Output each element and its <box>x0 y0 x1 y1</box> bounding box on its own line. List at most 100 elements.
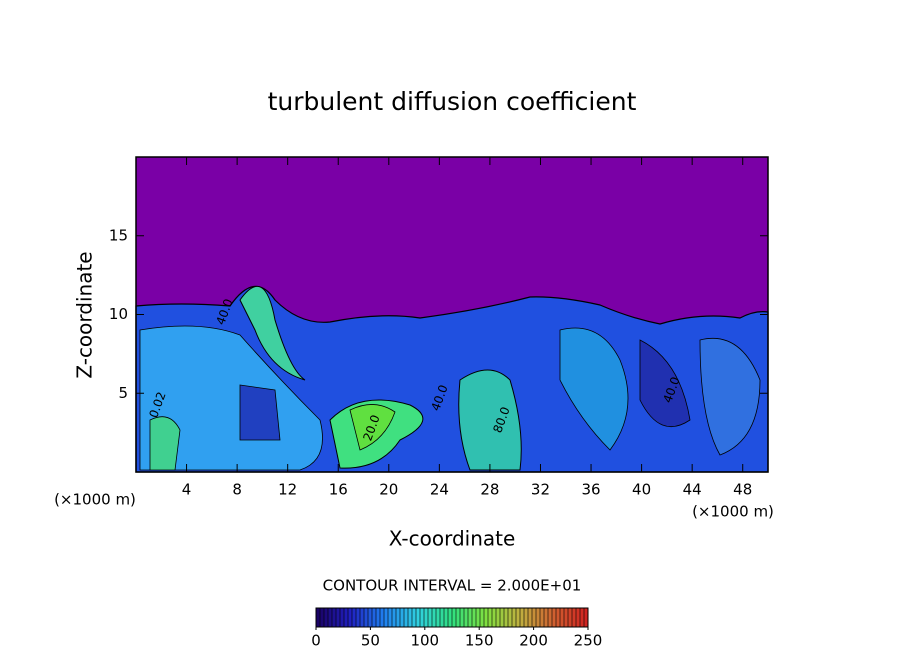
colorbar-cell <box>332 608 337 627</box>
x-tick-label: 40 <box>632 481 651 499</box>
chart-title: turbulent diffusion coefficient <box>268 87 637 116</box>
x-tick-label: 4 <box>182 481 192 499</box>
colorbar-frame <box>315 607 589 628</box>
colorbar-cell <box>504 608 509 627</box>
x-tick-label: 28 <box>480 481 499 499</box>
colorbar-cell <box>448 608 453 627</box>
colorbar-cell <box>400 608 405 627</box>
colorbar-cell <box>500 608 505 627</box>
colorbar-cell <box>460 608 465 627</box>
contour-interval: CONTOUR INTERVAL = 2.000E+01 <box>323 577 582 595</box>
colorbar-cell <box>428 608 433 627</box>
x-unit-label: (×1000 m) <box>692 503 774 521</box>
x-tick-label: 24 <box>430 481 449 499</box>
colorbar-tick-label: 0 <box>311 632 321 650</box>
x-tick-label: 12 <box>278 481 297 499</box>
field-region <box>149 416 181 471</box>
colorbar-cell <box>316 608 321 627</box>
colorbar-cell <box>536 608 541 627</box>
colorbar-cell <box>496 608 501 627</box>
colorbar-cell <box>440 608 445 627</box>
colorbar-cell <box>516 608 521 627</box>
colorbar-cell <box>576 608 581 627</box>
colorbar-cell <box>336 608 341 627</box>
field-region <box>239 286 306 381</box>
x-tick-label: 48 <box>733 481 752 499</box>
colorbar-cell <box>380 608 385 627</box>
field-region <box>699 338 761 456</box>
colorbar-cell <box>404 608 409 627</box>
colorbar-cell <box>436 608 441 627</box>
colorbar-cell <box>420 608 425 627</box>
colorbar-cell <box>472 608 477 627</box>
colorbar-cell <box>552 608 557 627</box>
colorbar-cell <box>452 608 457 627</box>
x-tick-label: 44 <box>683 481 702 499</box>
colorbar-cell <box>456 608 461 627</box>
colorbar-cell <box>328 608 333 627</box>
colorbar-cell <box>584 608 589 627</box>
colorbar-cell <box>416 608 421 627</box>
colorbar-cell <box>372 608 377 627</box>
colorbar-cell <box>568 608 573 627</box>
colorbar-cell <box>444 608 449 627</box>
colorbar-tick-label: 100 <box>410 632 439 650</box>
colorbar-cell <box>476 608 481 627</box>
colorbar-cell <box>480 608 485 627</box>
colorbar-cell <box>352 608 357 627</box>
x-tick-label: 16 <box>329 481 348 499</box>
x-tick-label: 20 <box>379 481 398 499</box>
colorbar-cell <box>408 608 413 627</box>
colorbar-cell <box>364 608 369 627</box>
colorbar-cell <box>340 608 345 627</box>
colorbar-cell <box>548 608 553 627</box>
colorbar-cell <box>560 608 565 627</box>
field-region <box>349 404 396 451</box>
colorbar-cell <box>532 608 537 627</box>
field-region <box>559 327 629 451</box>
colorbar-cell <box>356 608 361 627</box>
colorbar-cell <box>556 608 561 627</box>
colorbar-cell <box>484 608 489 627</box>
field-region <box>458 369 522 471</box>
colorbar-cell <box>368 608 373 627</box>
colorbar-cell <box>360 608 365 627</box>
colorbar-cell <box>564 608 569 627</box>
colorbar-cell <box>580 608 585 627</box>
colorbar-tick-label: 150 <box>465 632 494 650</box>
colorbar-cell <box>540 608 545 627</box>
colorbar-cell <box>376 608 381 627</box>
colorbar-cell <box>432 608 437 627</box>
colorbar-cell <box>492 608 497 627</box>
colorbar-cell <box>464 608 469 627</box>
colorbar-cell <box>388 608 393 627</box>
x-tick-label: 36 <box>581 481 600 499</box>
colorbar-cell <box>392 608 397 627</box>
colorbar-cell <box>412 608 417 627</box>
colorbar-tick-label: 250 <box>574 632 603 650</box>
contour-field <box>135 157 769 473</box>
x-unit-label: (×1000 m) <box>54 491 136 509</box>
colorbar-cell <box>344 608 349 627</box>
colorbar-cell <box>508 608 513 627</box>
x-tick-label: 8 <box>232 481 242 499</box>
colorbar-cell <box>524 608 529 627</box>
y-tick-label: 5 <box>118 384 128 402</box>
colorbar-cell <box>572 608 577 627</box>
colorbar-cell <box>324 608 329 627</box>
y-tick-label: 15 <box>109 226 128 244</box>
field-region <box>639 339 691 428</box>
colorbar-cell <box>488 608 493 627</box>
x-axis-title: X-coordinate <box>389 527 516 551</box>
colorbar-cell <box>512 608 517 627</box>
x-tick-label: 32 <box>531 481 550 499</box>
colorbar-cell <box>320 608 325 627</box>
y-tick-label: 10 <box>109 305 128 323</box>
y-axis-title: Z-coordinate <box>73 251 97 378</box>
colorbar-cell <box>396 608 401 627</box>
colorbar-cell <box>384 608 389 627</box>
colorbar-tick-label: 200 <box>519 632 548 650</box>
colorbar-cell <box>528 608 533 627</box>
colorbar-tick-label: 50 <box>361 632 380 650</box>
